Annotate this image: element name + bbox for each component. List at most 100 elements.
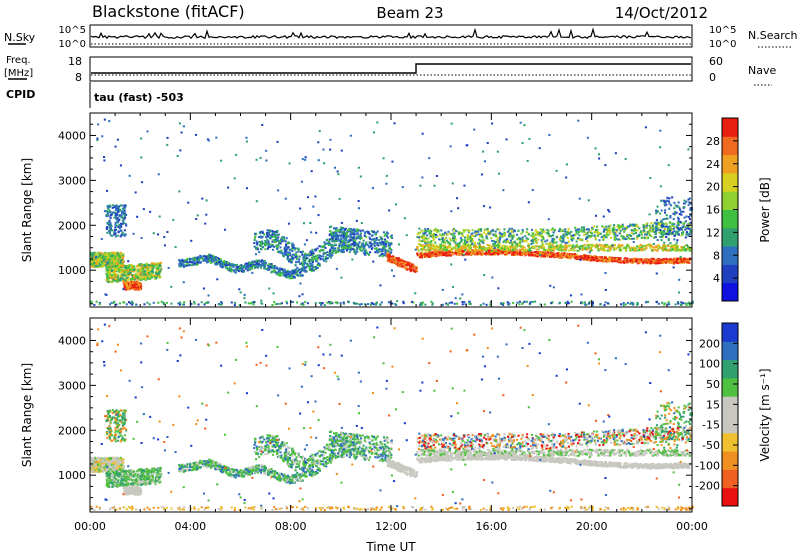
rti-cell — [339, 302, 342, 305]
rti-cell — [604, 258, 607, 261]
rti-cell — [258, 251, 261, 254]
rti-cell — [136, 278, 139, 281]
rti-cell — [576, 249, 579, 252]
rti-cell — [495, 244, 498, 247]
rti-cell — [301, 267, 304, 270]
rti-cell — [402, 260, 405, 263]
rti-cell — [677, 302, 680, 305]
rti-cell — [512, 246, 515, 249]
rti-cell — [116, 217, 119, 220]
rti-cell — [299, 271, 302, 274]
rti-cell — [513, 251, 516, 254]
rti-cell — [443, 245, 446, 248]
rti-cell — [332, 235, 335, 238]
rti-cell — [584, 257, 587, 259]
rti-cell — [557, 248, 560, 251]
rti-cell — [316, 264, 319, 267]
rti-cell — [116, 277, 119, 280]
rti-cell — [349, 248, 352, 251]
rti-cell — [351, 243, 354, 246]
rti-cell — [439, 247, 442, 250]
rti-cell — [112, 259, 115, 262]
rti-cell — [234, 301, 237, 304]
rti-cell — [135, 288, 138, 291]
rti-cell — [361, 229, 364, 232]
rti-cell — [253, 245, 256, 248]
rti-cell — [225, 266, 228, 269]
rti-cell — [106, 259, 109, 262]
rti-cell — [111, 206, 114, 209]
rti-cell — [249, 264, 252, 267]
rti-cell — [584, 246, 587, 249]
rti-cell — [196, 256, 199, 259]
rti-cell — [106, 226, 109, 229]
rti-cell — [210, 256, 213, 259]
rti-cell — [108, 230, 111, 233]
rti-cell — [399, 259, 402, 262]
rti-cell — [192, 263, 195, 266]
nsky-trace — [90, 27, 692, 45]
rti-cell — [195, 257, 198, 260]
rti-cell — [567, 249, 570, 252]
rti-cell — [335, 240, 338, 242]
rti-cell — [479, 248, 482, 251]
rti-cell — [242, 264, 245, 267]
rti-cell — [594, 246, 597, 249]
rti-cell — [186, 263, 189, 265]
nave-label: Nave — [748, 64, 776, 77]
rti-cell — [463, 246, 466, 249]
rti-cell — [566, 252, 569, 255]
rti-cell — [380, 301, 383, 304]
rti-cell — [613, 256, 616, 259]
rti-cell — [498, 251, 501, 254]
rti-cell — [339, 228, 342, 231]
rti-cell — [440, 243, 443, 246]
rti-cell — [107, 252, 110, 255]
rti-cell — [335, 235, 338, 238]
rti-cell — [300, 303, 303, 306]
rti-cell — [318, 256, 321, 259]
rti-cell — [583, 247, 586, 250]
rti-cell — [532, 252, 535, 255]
rti-cell — [127, 274, 130, 277]
rti-cell — [243, 266, 246, 269]
rti-cell — [462, 250, 465, 253]
rti-cell — [279, 246, 282, 249]
rti-cell — [665, 248, 668, 251]
rti-cell — [658, 261, 661, 263]
rti-cell — [133, 265, 136, 268]
rti-cell — [307, 252, 310, 255]
rti-cell — [555, 254, 558, 257]
rti-cell — [141, 275, 144, 278]
rti-cell — [386, 249, 389, 252]
rti-cell — [493, 245, 496, 248]
rti-cell — [284, 270, 287, 273]
rti-cell — [354, 240, 357, 243]
rti-cell — [384, 233, 387, 236]
rti-cell — [309, 262, 312, 265]
rti-cell — [155, 277, 158, 280]
rti-cell — [412, 264, 415, 267]
rti-cell — [138, 277, 141, 280]
rti-cell — [107, 272, 110, 275]
rti-cell — [260, 243, 263, 245]
rti-cell — [487, 253, 490, 256]
rti-cell — [451, 252, 454, 255]
rti-cell — [122, 265, 125, 268]
rti-cell — [485, 252, 488, 255]
rti-cell — [500, 246, 503, 248]
rti-cell — [647, 300, 650, 303]
rti-cell — [581, 244, 584, 247]
rti-cell — [311, 250, 314, 253]
rti-cell — [481, 247, 484, 250]
rti-cell — [328, 302, 331, 305]
rti-cell — [117, 274, 120, 277]
rti-cell — [332, 239, 335, 242]
rti-cell — [348, 229, 351, 231]
rti-cell — [253, 238, 256, 241]
rti-cell — [534, 300, 537, 303]
rti-cell — [108, 268, 111, 271]
rti-cell — [308, 267, 311, 270]
rti-cell — [527, 253, 530, 256]
rti-cell — [362, 248, 365, 251]
